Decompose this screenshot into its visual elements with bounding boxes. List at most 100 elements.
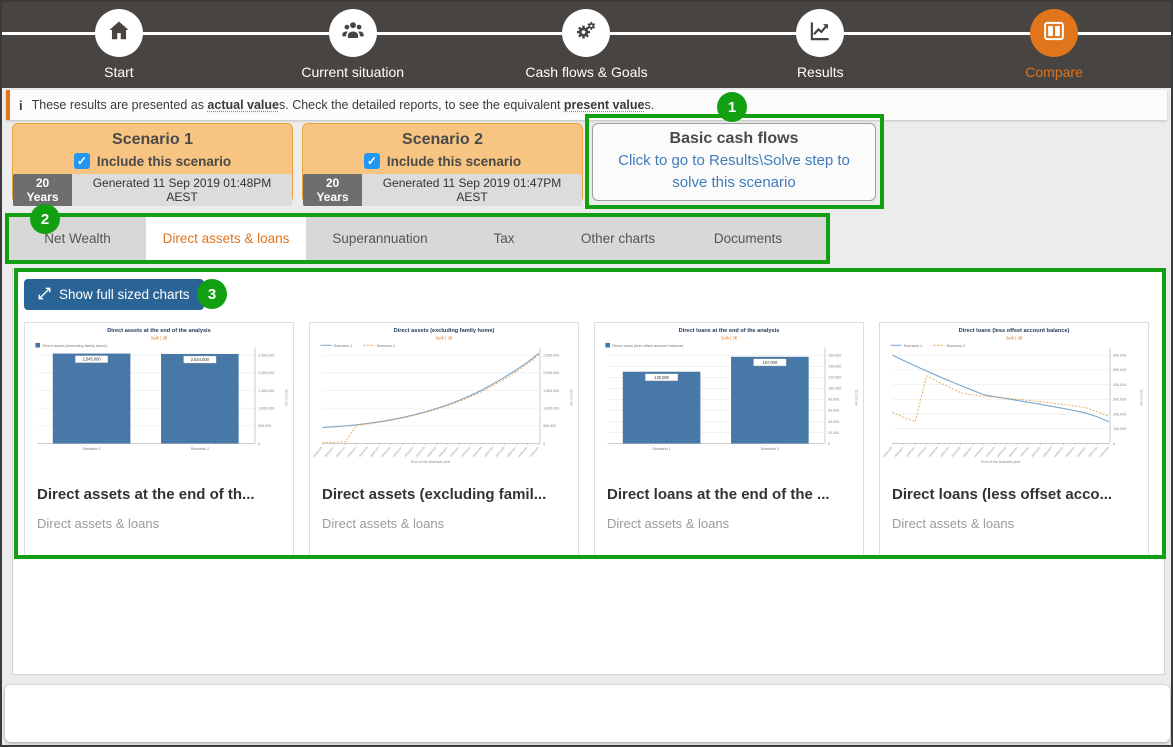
svg-text:30/06/2033: 30/06/2033: [460, 445, 472, 458]
svg-text:30/06/2038: 30/06/2038: [1087, 445, 1099, 458]
svg-text:Direct loans (less offset acco: Direct loans (less offset account balanc…: [959, 328, 1070, 334]
scenario-title: Scenario 2: [402, 131, 483, 148]
svg-text:160,000: 160,000: [828, 353, 841, 357]
svg-text:30/06/2027: 30/06/2027: [962, 445, 974, 458]
svg-text:30/06/2029: 30/06/2029: [985, 445, 997, 458]
nav-step-results[interactable]: Results: [703, 2, 937, 88]
svg-text:30/06/2035: 30/06/2035: [483, 445, 495, 458]
svg-text:Scenario 2: Scenario 2: [761, 446, 780, 451]
svg-text:Scenario 1: Scenario 1: [904, 343, 923, 348]
svg-text:500,000: 500,000: [1113, 368, 1126, 372]
solve-scenario-link[interactable]: Click to go to Results\Solve step to sol…: [618, 152, 850, 191]
compare-tabs: Net Wealth Direct assets & loans Superan…: [9, 217, 826, 260]
svg-text:30/06/2026: 30/06/2026: [380, 445, 392, 458]
svg-text:130,000: 130,000: [654, 375, 669, 380]
step-label: Compare: [1025, 64, 1083, 80]
checkbox-checked-icon[interactable]: ✓: [73, 153, 90, 169]
basic-cash-flows-title: Basic cash flows: [669, 130, 799, 147]
start-circle[interactable]: [94, 9, 143, 57]
svg-text:30/06/2025: 30/06/2025: [939, 445, 951, 458]
step-label: Cash flows & Goals: [525, 64, 648, 80]
current-situation-circle[interactable]: [328, 9, 377, 57]
expand-icon: [38, 287, 51, 303]
svg-text:40,000: 40,000: [828, 420, 839, 424]
chart-thumbnail: Direct assets at the end of the analysis…: [35, 328, 289, 451]
svg-text:Seth | Jill: Seth | Jill: [721, 335, 738, 340]
info-icon: i: [19, 97, 23, 113]
compare-circle[interactable]: [1030, 9, 1079, 57]
svg-text:1,000,000: 1,000,000: [543, 406, 559, 410]
svg-text:2,000,000: 2,000,000: [258, 371, 274, 375]
chart-card-direct-loans-end[interactable]: Direct loans at the end of the analysis S…: [594, 322, 864, 558]
chart-card-title: Direct assets at the end of th...: [37, 486, 255, 503]
tab-tax[interactable]: Tax: [493, 231, 515, 246]
svg-text:100,000: 100,000: [1113, 427, 1126, 431]
checkbox-label: Include this scenario: [96, 153, 232, 169]
svg-text:30/06/2023: 30/06/2023: [916, 445, 928, 458]
tab-superannuation[interactable]: Superannuation: [332, 231, 428, 246]
svg-text:30/06/2030: 30/06/2030: [426, 445, 438, 458]
chart-card-direct-loans-offset[interactable]: Direct loans (less offset account balanc…: [879, 322, 1149, 558]
include-scenario-2-checkbox[interactable]: ✓ Include this scenario: [303, 153, 582, 169]
svg-text:Amount ($): Amount ($): [285, 390, 289, 406]
chart-card-category: Direct assets & loans: [37, 516, 160, 531]
checkbox-checked-icon[interactable]: ✓: [363, 153, 380, 169]
svg-text:30/06/2028: 30/06/2028: [403, 445, 415, 458]
svg-text:20,000: 20,000: [828, 431, 839, 435]
svg-text:30/06/2030: 30/06/2030: [996, 445, 1008, 458]
show-full-sized-charts-button[interactable]: Show full sized charts: [24, 279, 204, 310]
generated-timestamp: Generated 11 Sep 2019 01:47PM AEST: [362, 174, 582, 206]
nav-step-cash-flows-goals[interactable]: Cash flows & Goals: [470, 2, 704, 88]
svg-text:0: 0: [543, 442, 545, 446]
chart-card-direct-assets-end[interactable]: Direct assets at the end of the analysis…: [24, 322, 294, 558]
svg-text:30/06/2025: 30/06/2025: [369, 445, 381, 458]
svg-text:600,000: 600,000: [1113, 353, 1126, 357]
svg-text:30/06/2022: 30/06/2022: [905, 445, 917, 458]
tab-documents[interactable]: Documents: [713, 231, 783, 246]
checkbox-label: Include this scenario: [386, 153, 522, 169]
svg-text:30/06/2024: 30/06/2024: [358, 445, 370, 458]
chart-card-direct-assets-excl[interactable]: Direct assets (excluding family home) Set…: [309, 322, 579, 558]
generated-timestamp: Generated 11 Sep 2019 01:48PM AEST: [72, 174, 292, 206]
results-circle[interactable]: [796, 9, 845, 57]
nav-step-compare[interactable]: Compare: [937, 2, 1171, 88]
svg-text:0: 0: [258, 442, 260, 446]
svg-text:300,000: 300,000: [1113, 398, 1126, 402]
svg-text:2,534,000: 2,534,000: [191, 357, 210, 362]
svg-text:100,000: 100,000: [828, 387, 841, 391]
nav-step-current-situation[interactable]: Current situation: [236, 2, 470, 88]
svg-text:30/06/2028: 30/06/2028: [973, 445, 985, 458]
info-banner: i These results are presented as actual …: [6, 90, 1167, 120]
chart-card-category: Direct assets & loans: [322, 516, 445, 531]
include-scenario-1-checkbox[interactable]: ✓ Include this scenario: [13, 153, 292, 169]
svg-text:30/06/2032: 30/06/2032: [1019, 445, 1031, 458]
svg-text:0: 0: [828, 442, 830, 446]
svg-text:Direct loans at the end of the: Direct loans at the end of the analysis: [679, 328, 780, 334]
empty-bottom-panel: [5, 685, 1170, 742]
svg-text:200,000: 200,000: [1113, 412, 1126, 416]
columns-icon: [1041, 18, 1067, 49]
svg-text:30/06/2036: 30/06/2036: [494, 445, 506, 458]
gears-icon: [573, 18, 599, 49]
svg-text:157,000: 157,000: [762, 360, 777, 365]
svg-text:Direct assets (excluding famil: Direct assets (excluding family home): [43, 343, 108, 348]
svg-text:30/06/2039: 30/06/2039: [528, 445, 540, 458]
nav-step-start[interactable]: Start: [2, 2, 236, 88]
svg-text:60,000: 60,000: [828, 409, 839, 413]
svg-text:30/06/2033: 30/06/2033: [1030, 445, 1042, 458]
scenario-meta: 20 Years Generated 11 Sep 2019 01:47PM A…: [303, 174, 582, 206]
svg-text:30/06/2026: 30/06/2026: [950, 445, 962, 458]
svg-text:Seth | Jill: Seth | Jill: [1006, 335, 1023, 340]
svg-text:30/06/2034: 30/06/2034: [1042, 445, 1054, 458]
svg-text:Scenario 2: Scenario 2: [947, 343, 966, 348]
tab-direct-assets-loans[interactable]: Direct assets & loans: [146, 217, 306, 260]
svg-text:30/06/2021: 30/06/2021: [323, 445, 335, 458]
cash-flows-circle[interactable]: [562, 9, 611, 57]
tab-other-charts[interactable]: Other charts: [580, 231, 656, 246]
svg-text:Scenario 1: Scenario 1: [652, 446, 671, 451]
scenario-title: Scenario 1: [112, 131, 193, 148]
basic-cash-flows-card[interactable]: Basic cash flows Click to go to Results\…: [592, 123, 876, 201]
tab-net-wealth[interactable]: Net Wealth: [44, 231, 111, 246]
svg-text:0: 0: [1113, 442, 1115, 446]
svg-text:30/06/2027: 30/06/2027: [392, 445, 404, 458]
